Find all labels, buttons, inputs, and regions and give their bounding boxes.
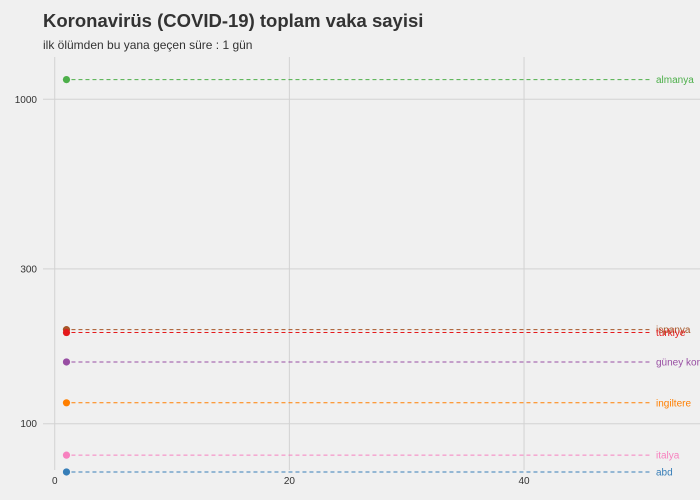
series-label: abd — [656, 467, 673, 478]
series-label: italya — [656, 451, 680, 462]
data-point — [62, 75, 71, 84]
chart-title: Koronavirüs (COVID-19) toplam vaka sayis… — [43, 10, 424, 31]
data-point — [62, 399, 71, 407]
series-label: ispanya — [656, 325, 691, 336]
data-point — [62, 358, 71, 366]
y-tick-label: 300 — [20, 264, 37, 275]
x-tick-label: 20 — [284, 476, 296, 487]
y-tick-label: 1000 — [15, 95, 38, 106]
y-tick-label: 100 — [20, 419, 37, 430]
series-label: almanya — [656, 75, 694, 86]
series-label: türkiye — [656, 328, 686, 339]
data-point — [62, 328, 71, 337]
x-tick-label: 0 — [52, 476, 58, 487]
series-label: güney kore — [656, 357, 700, 368]
chart-subtitle: ilk ölümden bu yana geçen süre : 1 gün — [43, 38, 253, 52]
data-point — [62, 451, 71, 459]
series-label: ingiltere — [656, 398, 691, 409]
data-point — [62, 468, 71, 476]
x-tick-label: 40 — [518, 476, 530, 487]
